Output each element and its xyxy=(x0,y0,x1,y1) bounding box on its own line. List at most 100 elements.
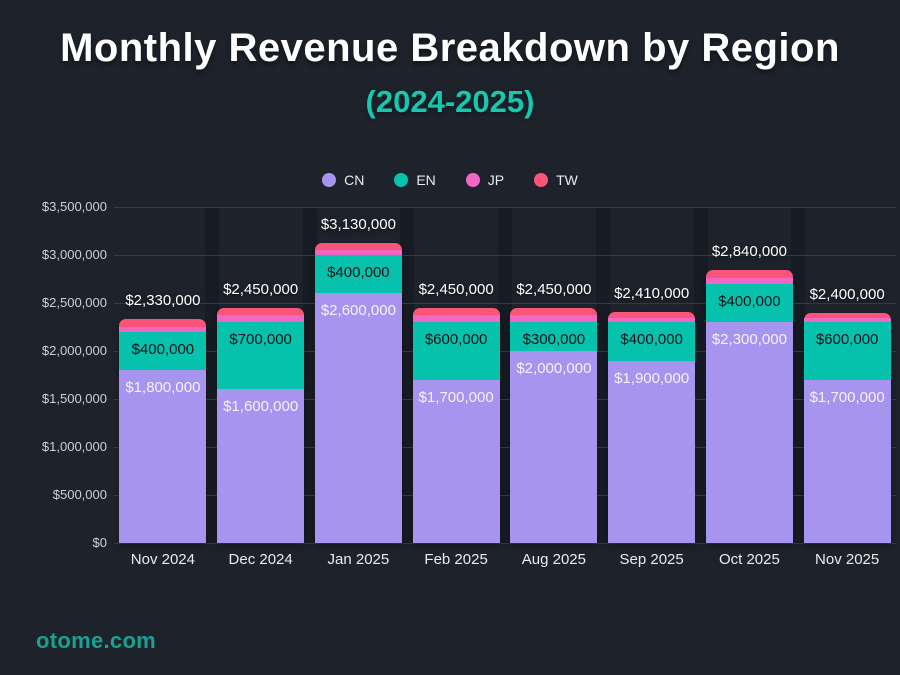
bar-segment-en xyxy=(217,322,305,390)
segment-value-label-cn: $1,800,000 xyxy=(125,379,201,397)
stacked-bar-nov-2024: $1,800,000 $400,000 xyxy=(119,319,207,543)
total-value-label: $2,450,000 xyxy=(223,280,299,298)
bar-column-aug-2025: $2,000,000 $300,000 $2,450,000 Aug 2025 xyxy=(505,207,603,568)
watermark: otome.com xyxy=(36,628,157,653)
column-gap-line xyxy=(498,207,512,543)
gridline xyxy=(114,206,896,208)
legend-label-tw: TW xyxy=(556,172,578,188)
bar-column-sep-2025: $1,900,000 $400,000 $2,410,000 Sep 2025 xyxy=(603,207,701,568)
bar-segment-cn xyxy=(608,360,696,543)
bar-column-nov-2025: $1,700,000 $600,000 $2,400,000 Nov 2025 xyxy=(798,207,896,568)
bar-segment-tw xyxy=(217,307,305,316)
legend-label-jp: JP xyxy=(487,172,505,188)
column-gap-line xyxy=(693,207,708,543)
segment-value-label-cn: $1,700,000 xyxy=(418,388,494,406)
segment-value-label-en: $700,000 xyxy=(229,331,292,349)
chart-subtitle: (2024-2025) xyxy=(365,84,535,119)
x-axis-label: Dec 2024 xyxy=(228,551,293,568)
legend-label-cn: CN xyxy=(344,172,365,188)
bar-segment-cn xyxy=(314,293,402,543)
x-axis-label: Jan 2025 xyxy=(327,551,390,568)
bar-segment-tw xyxy=(119,319,207,327)
plot-area: $1,800,000 $400,000 $2,330,000 Nov 2024 $1,6… xyxy=(114,206,896,568)
stacked-bar-oct-2025: $2,300,000 $400,000 xyxy=(705,270,793,543)
bar-column-nov-2024: $1,800,000 $400,000 $2,330,000 Nov 2024 xyxy=(114,207,212,568)
gridline xyxy=(114,542,896,544)
y-axis-label: $2,500,000 xyxy=(41,295,107,310)
bar-column-jan-2025: $2,600,000 $400,000 $3,130,000 Jan 2025 xyxy=(310,207,408,568)
x-axis-label: Sep 2025 xyxy=(619,551,684,568)
total-value-label: $2,840,000 xyxy=(711,243,787,261)
segment-value-label-en: $400,000 xyxy=(131,340,195,358)
legend-label-en: EN xyxy=(416,172,436,188)
bar-segment-tw xyxy=(705,270,793,279)
column-gap-line xyxy=(791,207,806,543)
y-axis-label: $3,500,000 xyxy=(41,199,107,214)
stacked-bar-jan-2025: $2,600,000 $400,000 xyxy=(314,242,402,543)
bar-segment-tw xyxy=(314,242,402,251)
bar-segment-en xyxy=(314,255,402,294)
legend-dot-cn xyxy=(322,173,337,187)
segment-value-label-cn: $2,300,000 xyxy=(711,331,787,349)
bar-segment-en xyxy=(608,322,696,361)
y-axis: $0 $500,000 $1,000,000 $1,500,000 $2,000,000… xyxy=(0,199,107,550)
legend-dot-tw xyxy=(534,173,549,187)
gridline xyxy=(114,254,896,256)
bar-segment-cn xyxy=(803,379,891,543)
bar-segment-tw xyxy=(510,307,598,316)
gridline xyxy=(114,302,896,304)
x-axis-label: Nov 2025 xyxy=(815,551,880,568)
y-axis-label: $0 xyxy=(92,535,107,550)
segment-value-label-en: $400,000 xyxy=(327,264,390,281)
total-value-label: $3,130,000 xyxy=(320,215,396,233)
total-value-label: $2,450,000 xyxy=(418,280,494,298)
segment-value-label-en: $400,000 xyxy=(620,331,683,349)
stacked-bar-nov-2025: $1,700,000 $600,000 xyxy=(803,312,891,543)
legend-item-tw: TW xyxy=(534,172,578,188)
bar-segment-tw xyxy=(608,311,696,319)
bar-segment-tw xyxy=(803,312,891,319)
segment-value-label-en: $600,000 xyxy=(815,331,879,349)
total-value-label: $2,450,000 xyxy=(516,280,592,298)
column-gap-line xyxy=(204,207,219,543)
y-axis-label: $2,000,000 xyxy=(41,343,107,358)
stacked-bar-feb-2025: $1,700,000 $600,000 xyxy=(412,307,500,543)
bar-column-dec-2024: $1,600,000 $700,000 $2,450,000 Dec 2024 xyxy=(212,207,310,568)
bar-column-oct-2025: $2,300,000 $400,000 $2,840,000 Oct 2025 xyxy=(701,207,799,568)
gridline xyxy=(114,398,896,400)
total-value-label: $2,400,000 xyxy=(809,285,885,303)
x-axis-label: Oct 2025 xyxy=(718,551,780,568)
bar-column-feb-2025: $1,700,000 $600,000 $2,450,000 Feb 2025 xyxy=(407,207,505,568)
legend-dot-jp xyxy=(465,173,480,187)
segment-value-label-cn: $2,600,000 xyxy=(320,302,396,320)
y-axis-label: $1,000,000 xyxy=(41,439,107,454)
y-axis-label: $1,500,000 xyxy=(41,391,107,406)
bar-segment-cn xyxy=(412,379,500,543)
bar-segment-en xyxy=(705,283,793,323)
column-gap-line xyxy=(302,207,317,543)
bar-segment-jp xyxy=(705,278,793,284)
column-gap-line xyxy=(595,207,610,543)
column-gap-line xyxy=(400,207,415,543)
gridline xyxy=(114,494,896,496)
x-axis-label: Nov 2024 xyxy=(130,551,195,568)
bar-segment-en xyxy=(412,322,500,380)
legend-item-cn: CN xyxy=(322,172,364,188)
bar-segment-jp xyxy=(608,318,696,323)
x-axis-label: Feb 2025 xyxy=(424,551,488,568)
gridline xyxy=(114,446,896,448)
stacked-bar-dec-2024: $1,600,000 $700,000 xyxy=(217,307,305,543)
gridline xyxy=(114,350,896,352)
total-value-label: $2,410,000 xyxy=(614,284,690,302)
segment-value-label-en: $400,000 xyxy=(718,292,781,310)
total-value-label: $2,330,000 xyxy=(125,292,201,310)
bar-segment-cn xyxy=(510,351,598,543)
legend: CN EN JP TW xyxy=(0,168,900,192)
segment-value-label-cn: $1,900,000 xyxy=(614,369,690,387)
bar-segment-cn xyxy=(705,322,793,543)
x-axis-label: Aug 2025 xyxy=(521,551,586,568)
legend-item-jp: JP xyxy=(465,172,505,188)
bar-segment-en xyxy=(510,322,598,351)
bar-segment-jp xyxy=(412,315,500,323)
